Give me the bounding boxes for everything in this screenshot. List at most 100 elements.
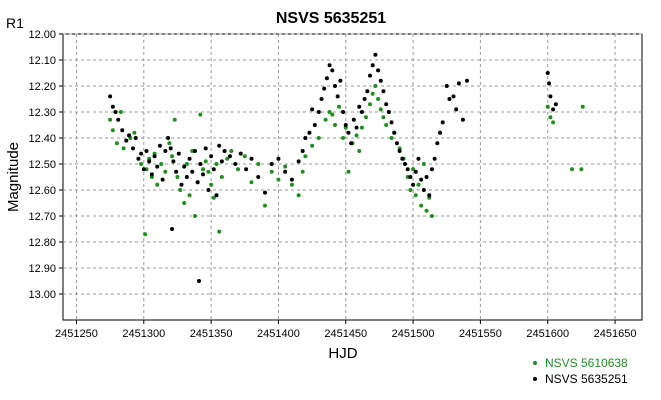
data-point (136, 156, 141, 161)
x-ticks: 2451250 2451300 2451350 2451400 2451450 24515… (55, 320, 636, 340)
data-point (217, 143, 222, 148)
data-point (170, 227, 175, 231)
x-tick-label: 2451250 (55, 328, 98, 340)
x-tick-label: 2451350 (190, 328, 233, 340)
data-point (133, 136, 138, 140)
data-point (359, 125, 364, 130)
data-point (198, 162, 203, 166)
data-point (357, 104, 362, 109)
data-point (110, 128, 115, 133)
data-point (113, 110, 118, 114)
data-point (187, 193, 192, 198)
data-point (184, 162, 189, 166)
data-point (300, 149, 305, 153)
data-point (386, 110, 391, 114)
data-point (190, 169, 195, 174)
data-point (201, 167, 206, 172)
data-point (363, 115, 368, 120)
data-point (303, 154, 308, 159)
data-point (139, 151, 144, 156)
data-point (460, 117, 465, 122)
y-axis-label: Magnitude (5, 142, 22, 212)
data-point (214, 193, 219, 198)
data-point (198, 112, 203, 117)
data-point (236, 167, 241, 172)
data-point (155, 182, 160, 187)
data-point (214, 162, 219, 166)
data-point (310, 143, 315, 148)
data-point (346, 169, 351, 174)
data-point (440, 120, 445, 125)
data-point (551, 107, 556, 112)
data-point (316, 110, 321, 114)
data-point (219, 159, 224, 164)
data-point (174, 169, 179, 174)
data-point (376, 68, 381, 73)
data-point (411, 167, 416, 172)
data-point (201, 172, 206, 177)
data-point (373, 52, 378, 57)
data-point (262, 203, 267, 208)
data-point (116, 117, 121, 122)
y-tick-label: 12.90 (28, 263, 56, 275)
data-point (307, 130, 312, 135)
y-tick-label: 12.70 (28, 211, 56, 223)
data-point (341, 110, 346, 114)
x-tick-label: 2451450 (324, 328, 367, 340)
data-point (182, 164, 187, 169)
series-2 (108, 52, 558, 283)
data-point (276, 156, 281, 161)
data-point (435, 141, 440, 146)
legend-marker (533, 361, 537, 365)
data-point (206, 188, 211, 192)
data-point (155, 164, 160, 169)
data-point (551, 120, 556, 125)
data-point (182, 201, 187, 205)
data-point (370, 63, 375, 68)
x-tick-label: 2451400 (257, 328, 300, 340)
data-point (178, 188, 183, 192)
data-point (233, 162, 238, 166)
data-point (196, 279, 201, 283)
data-point (132, 130, 137, 135)
data-point (179, 182, 184, 187)
data-point (283, 169, 288, 174)
data-point (269, 162, 274, 166)
data-point (262, 190, 267, 195)
data-point (354, 125, 359, 130)
data-point (411, 182, 416, 187)
data-point (163, 149, 168, 153)
data-point (195, 180, 200, 185)
data-point (157, 143, 162, 148)
corner-label: R1 (6, 15, 24, 31)
y-tick-label: 12.20 (28, 81, 56, 93)
data-point (464, 78, 469, 83)
data-point (147, 159, 152, 164)
data-point (296, 193, 301, 198)
data-point (373, 84, 378, 88)
data-point (184, 175, 189, 179)
data-point (187, 156, 192, 161)
data-point (289, 182, 294, 187)
data-point (319, 97, 324, 101)
data-point (357, 149, 362, 153)
data-point (209, 154, 214, 159)
data-point (454, 107, 459, 112)
data-point (276, 177, 281, 182)
data-point (421, 162, 426, 166)
data-point (389, 120, 394, 125)
data-point (405, 167, 410, 172)
data-point (343, 123, 348, 127)
x-tick-label: 2451650 (594, 328, 637, 340)
y-tick-label: 12.10 (28, 55, 56, 67)
data-point (225, 156, 230, 161)
data-point (351, 117, 356, 122)
data-point (335, 94, 340, 99)
data-point (219, 175, 224, 179)
data-point (211, 195, 216, 200)
data-point (131, 146, 136, 151)
data-point (403, 162, 408, 166)
data-point (456, 81, 461, 86)
data-point (569, 167, 574, 172)
data-point (424, 175, 429, 179)
